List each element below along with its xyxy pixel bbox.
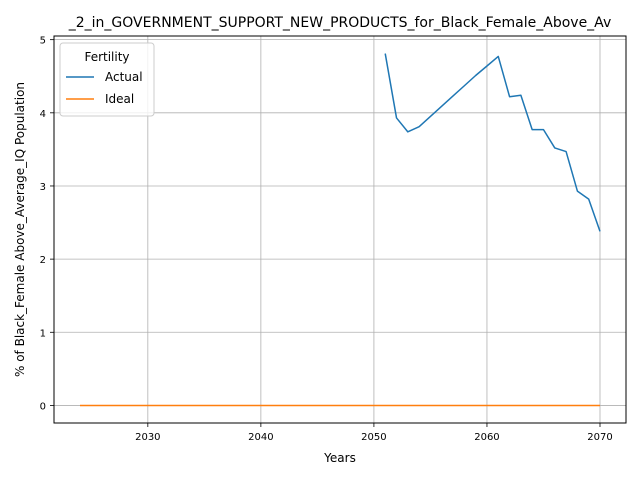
x-tick-label: 2050 [361,432,386,443]
y-tick-label: 1 [40,328,46,339]
legend-label-actual: Actual [105,70,143,84]
legend-title: Fertility [84,50,129,64]
legend: Fertility Actual Ideal [59,42,155,117]
y-tick-label: 0 [40,401,46,412]
x-axis-label: Years [323,451,356,465]
y-tick-label: 2 [40,255,46,266]
chart-title: _2_in_GOVERNMENT_SUPPORT_NEW_PRODUCTS_fo… [68,15,611,31]
x-axis: 2030 2040 2050 2060 2070 [135,423,613,443]
x-tick-label: 2060 [474,432,499,443]
grid [54,36,626,423]
legend-label-ideal: Ideal [105,92,134,106]
series-line-actual [384,53,601,232]
x-tick-label: 2040 [248,432,273,443]
y-tick-label: 4 [40,109,46,120]
y-axis-label: % of Black_Female Above_Average_IQ Popul… [13,82,27,377]
legend-box [59,42,155,117]
x-tick-label: 2070 [587,432,612,443]
plot-frame [53,35,627,424]
x-tick-label: 2030 [135,432,160,443]
series-layer [80,53,601,407]
y-tick-label: 5 [40,36,46,47]
y-tick-label: 3 [40,182,46,193]
y-axis: 0 1 2 3 4 5 [40,36,54,412]
legend-items: Actual Ideal [66,70,143,106]
